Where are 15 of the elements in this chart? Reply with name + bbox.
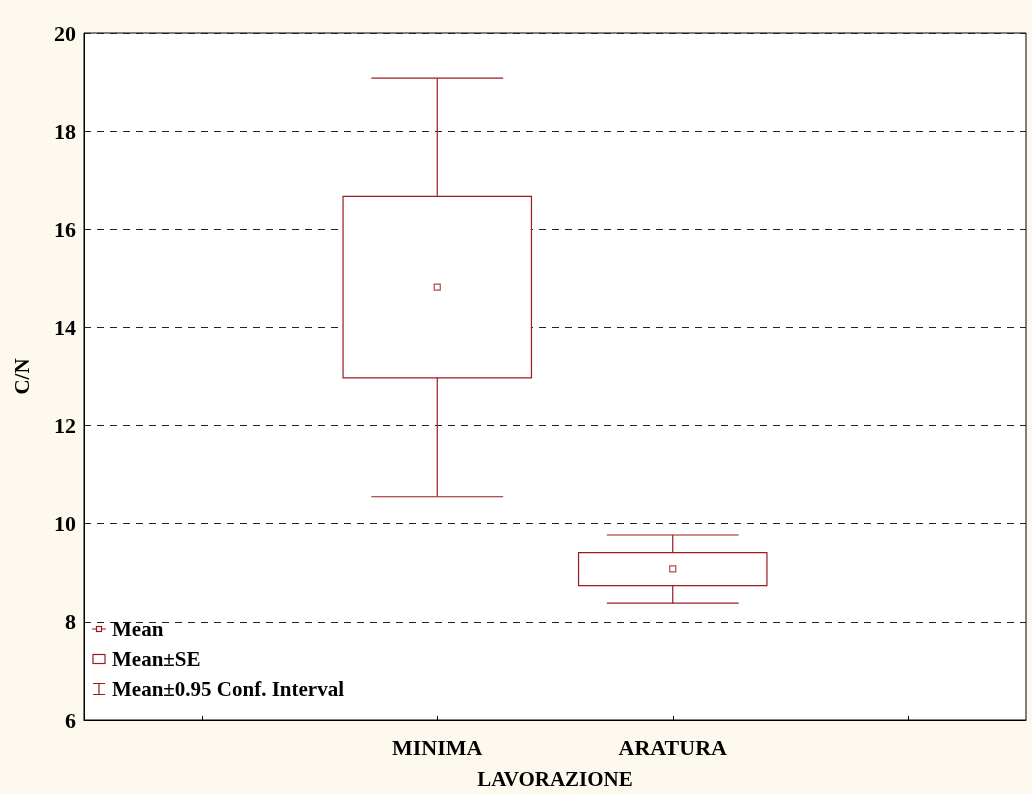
annotation: Mean±0.95 Conf. Interval: [112, 676, 345, 702]
y-tick-label: 10: [54, 511, 76, 537]
y-tick-label: 12: [54, 413, 76, 439]
y-tick-label: 16: [54, 216, 76, 242]
y-axis-title: C/N: [9, 358, 34, 395]
y-tick-label: 20: [54, 20, 76, 46]
y-tick-label: 6: [65, 707, 76, 733]
x-axis-title: LAVORAZIONE: [477, 766, 633, 791]
annotation: Mean±SE: [112, 646, 201, 672]
y-tick-label: 8: [65, 609, 76, 635]
y-tick-label: 14: [54, 314, 76, 340]
x-tick-label: ARATURA: [618, 734, 728, 760]
y-tick-label: 18: [54, 118, 76, 144]
x-tick-label: MINIMA: [392, 734, 483, 760]
annotation: Mean: [112, 616, 164, 642]
